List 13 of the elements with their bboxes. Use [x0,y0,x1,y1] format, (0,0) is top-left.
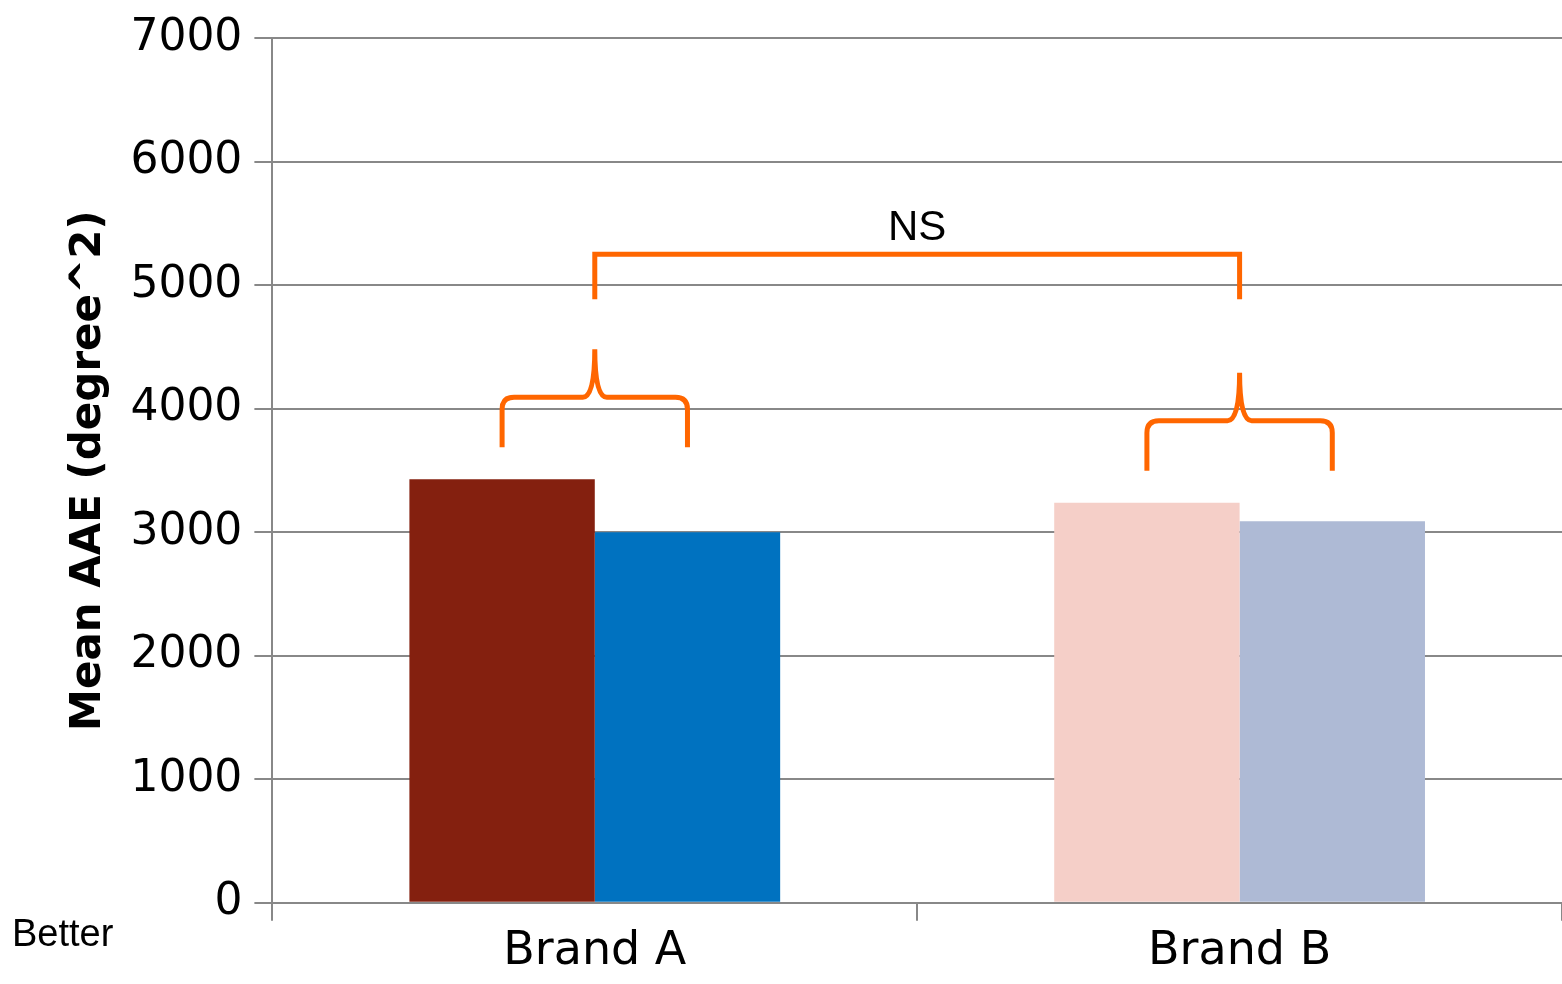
y-tick-label: 5000 [130,255,243,307]
y-tick-label: 3000 [130,502,243,554]
y-tick-label: 0 [214,873,243,925]
y-tick-label: 2000 [130,626,243,678]
y-tick-label: 6000 [130,132,243,184]
y-tick-label: 7000 [130,8,243,60]
x-tick-label: Brand A [503,921,687,976]
y-tick-label: 4000 [130,379,243,431]
y-axis-title: Mean AAE (degree^2) [61,210,111,731]
y-tick-label: 1000 [130,749,243,801]
annotation: NS [888,202,947,250]
text: Better [12,912,114,955]
x-tick-label: Brand B [1147,921,1332,976]
